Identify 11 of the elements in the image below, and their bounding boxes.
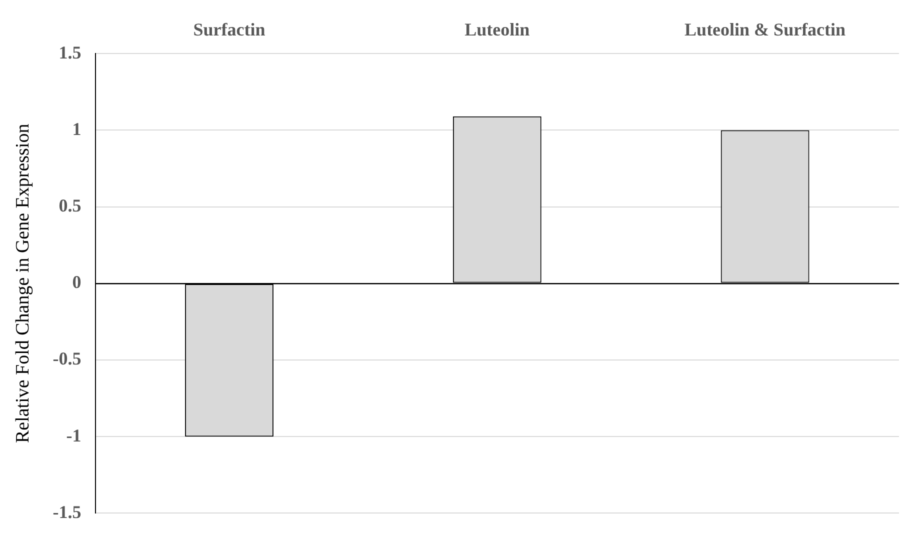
y-tick-label: -1.5 — [52, 502, 82, 522]
y-tick-label: 1.5 — [58, 42, 82, 62]
y-tick-label: -1 — [66, 425, 82, 446]
x-tick-label: Luteolin & Surfactin — [684, 19, 846, 40]
y-tick-label: 0.5 — [58, 195, 82, 216]
y-axis-title: Relative Fold Change in Gene Expression — [12, 123, 34, 444]
y-tick-label: 1 — [72, 118, 82, 139]
y-tick-label: -0.5 — [52, 348, 82, 369]
y-tick-label: 0 — [72, 272, 82, 292]
x-tick-label: Surfactin — [193, 19, 266, 40]
x-tick-label: Luteolin — [464, 19, 530, 40]
